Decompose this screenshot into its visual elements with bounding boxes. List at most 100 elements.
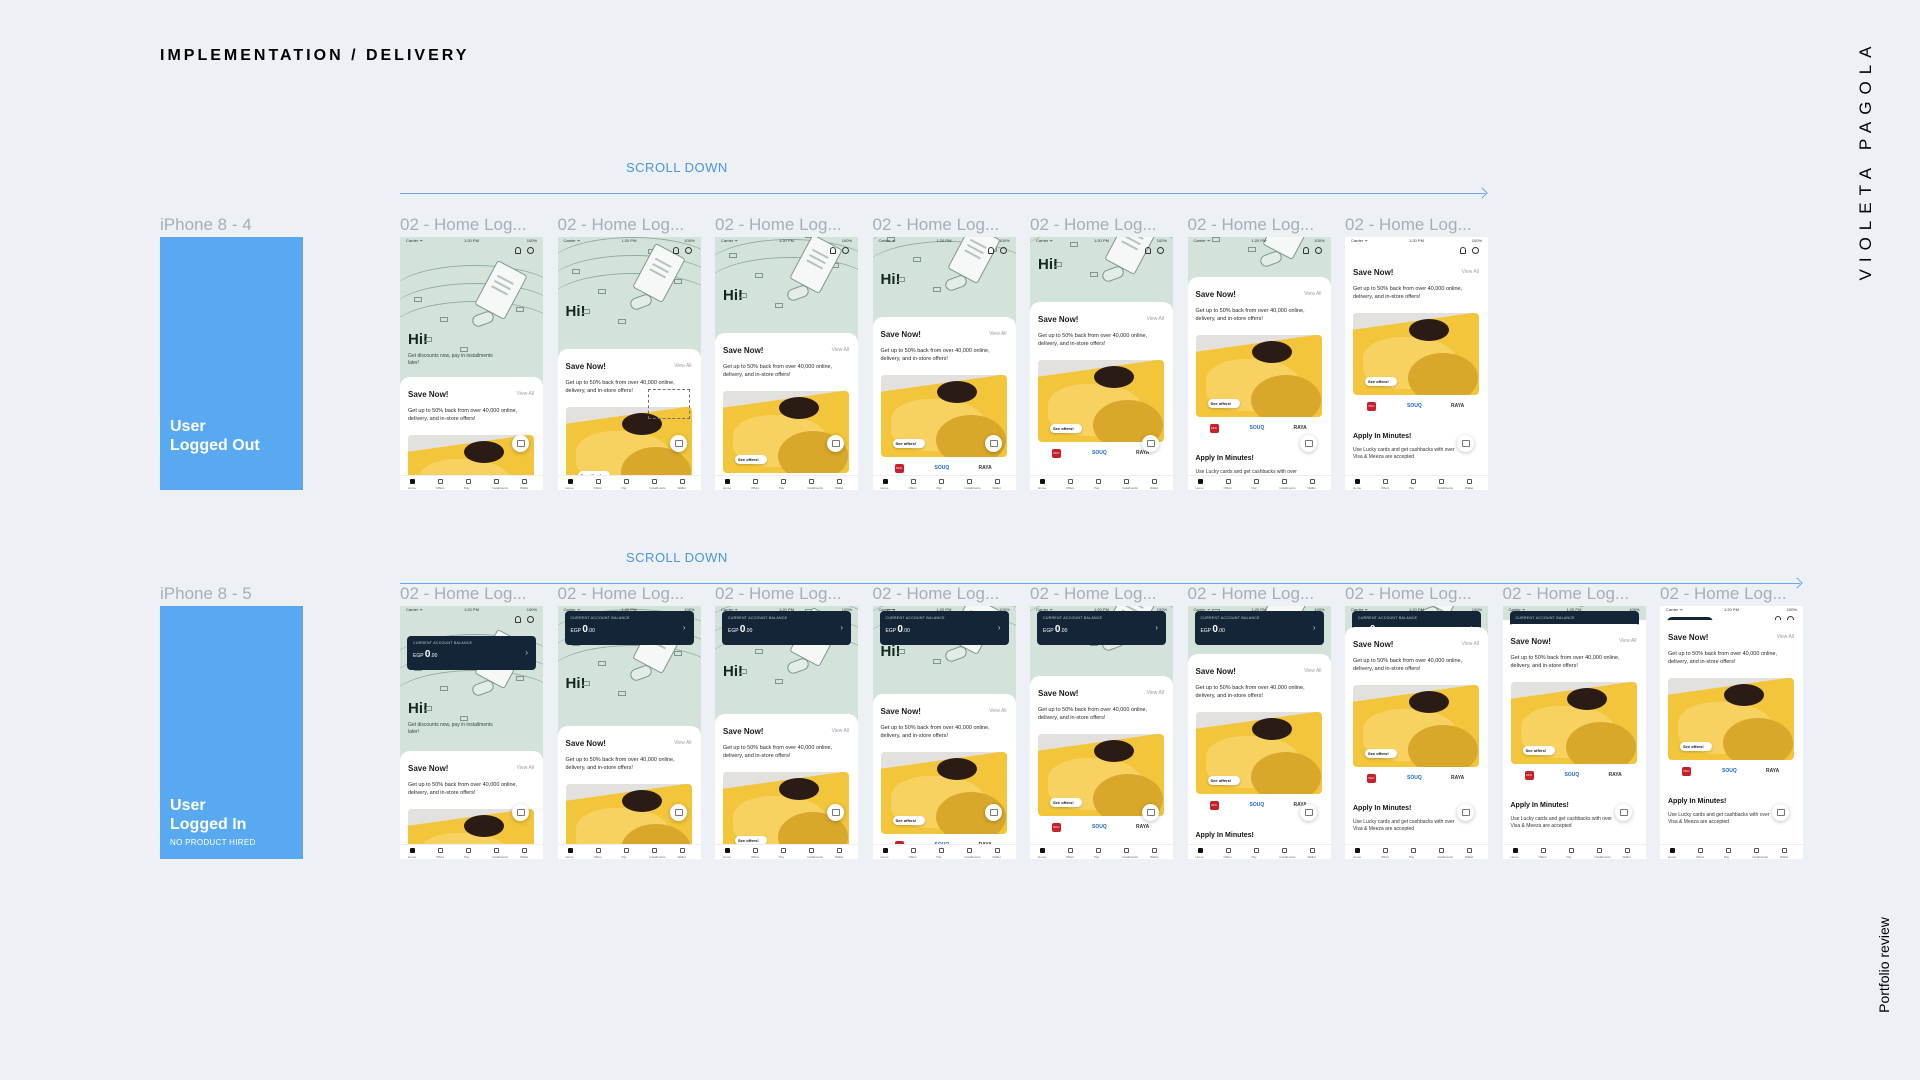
nav-label[interactable]: Offers: [1223, 486, 1232, 490]
bell-icon[interactable]: [1145, 247, 1151, 254]
offers-icon[interactable]: [753, 848, 758, 853]
offers-icon[interactable]: [1698, 848, 1703, 853]
phone-screen[interactable]: Hi! Carrier ᯤ 1:20 PM 100% Save Now! View All…: [557, 237, 701, 490]
chat-icon[interactable]: [1457, 804, 1474, 821]
nav-label[interactable]: Offers: [1381, 486, 1390, 490]
nav-label[interactable]: Home: [880, 855, 889, 859]
offer-photo[interactable]: See offers!: [1353, 313, 1479, 395]
nav-label[interactable]: Pay: [464, 855, 470, 859]
nav-label[interactable]: Pay: [621, 855, 627, 859]
chat-icon[interactable]: [1142, 804, 1159, 821]
view-all-link[interactable]: View All: [516, 391, 534, 397]
nav-label[interactable]: Home: [408, 486, 417, 490]
home-icon[interactable]: [567, 848, 573, 853]
nav-label[interactable]: Offers: [436, 486, 445, 490]
wallet-icon[interactable]: [1467, 479, 1472, 484]
nav-label[interactable]: Offers: [1381, 855, 1390, 859]
pay-icon[interactable]: [1411, 848, 1416, 853]
home-icon[interactable]: [410, 479, 415, 484]
nav-label[interactable]: Pay: [1094, 855, 1100, 859]
view-all-link[interactable]: View All: [516, 765, 534, 771]
installments-icon[interactable]: [966, 479, 972, 484]
bell-icon[interactable]: [515, 247, 521, 254]
chat-icon[interactable]: [1142, 435, 1159, 452]
nav-label[interactable]: Pay: [1094, 486, 1100, 490]
wallet-icon[interactable]: [1309, 848, 1315, 853]
nav-label[interactable]: Wallet: [1307, 855, 1316, 859]
nav-label[interactable]: Installments: [1437, 855, 1454, 859]
view-all-link[interactable]: View All: [1619, 638, 1637, 644]
offers-icon[interactable]: [1383, 479, 1388, 484]
nav-label[interactable]: Offers: [1538, 855, 1547, 859]
see-offers-button[interactable]: See offers!: [1050, 798, 1082, 807]
home-icon[interactable]: [410, 848, 415, 853]
nav-label[interactable]: Installments: [1279, 486, 1296, 490]
home-icon[interactable]: [1670, 848, 1675, 853]
view-all-link[interactable]: View All: [1146, 316, 1164, 322]
offers-icon[interactable]: [595, 848, 601, 853]
pay-icon[interactable]: [1568, 848, 1574, 853]
chat-icon[interactable]: [1457, 435, 1474, 452]
nav-label[interactable]: Home: [1195, 486, 1204, 490]
nav-label[interactable]: Installments: [1122, 855, 1139, 859]
nav-label[interactable]: Wallet: [1622, 855, 1631, 859]
nav-label[interactable]: Home: [1668, 855, 1677, 859]
installments-icon[interactable]: [494, 479, 499, 484]
installments-icon[interactable]: [1439, 848, 1444, 853]
offers-icon[interactable]: [438, 848, 443, 853]
installments-icon[interactable]: [651, 479, 657, 484]
view-all-link[interactable]: View All: [1304, 668, 1322, 674]
pay-icon[interactable]: [938, 479, 944, 484]
nav-label[interactable]: Pay: [1409, 486, 1415, 490]
view-all-link[interactable]: View All: [674, 740, 692, 746]
nav-label[interactable]: Offers: [908, 486, 917, 490]
offers-icon[interactable]: [1068, 848, 1073, 853]
nav-label[interactable]: Home: [723, 855, 732, 859]
bell-icon[interactable]: [1460, 247, 1466, 254]
offer-photo[interactable]: See offers!: [723, 391, 849, 473]
pay-icon[interactable]: [466, 848, 471, 853]
offer-photo[interactable]: See offers!: [1510, 682, 1637, 764]
see-offers-button[interactable]: See offers!: [892, 816, 925, 825]
wallet-icon[interactable]: [994, 848, 1000, 853]
bell-icon[interactable]: [1302, 247, 1309, 254]
nav-label[interactable]: Offers: [751, 486, 760, 490]
offers-icon[interactable]: [1225, 479, 1231, 484]
offers-icon[interactable]: [753, 479, 758, 484]
nav-label[interactable]: Pay: [621, 486, 627, 490]
installments-icon[interactable]: [809, 479, 814, 484]
view-all-link[interactable]: View All: [1461, 269, 1479, 275]
pay-icon[interactable]: [1253, 479, 1259, 484]
offer-photo[interactable]: See offers!: [1353, 685, 1479, 767]
see-offers-button[interactable]: See offers!: [735, 836, 767, 845]
nav-label[interactable]: Pay: [936, 486, 942, 490]
chat-icon[interactable]: [1299, 435, 1317, 452]
home-icon[interactable]: [1355, 479, 1360, 484]
chat-icon[interactable]: [827, 435, 844, 452]
nav-label[interactable]: Pay: [936, 855, 942, 859]
nav-label[interactable]: Wallet: [992, 855, 1001, 859]
offer-photo[interactable]: See offers!: [880, 752, 1007, 834]
offer-photo[interactable]: See offers!: [1195, 335, 1322, 417]
user-icon[interactable]: [527, 616, 534, 623]
account-balance-card[interactable]: CURRENT ACCOUNT BALANCE EGP 0.00 ›: [1037, 611, 1166, 645]
chat-icon[interactable]: [512, 435, 529, 452]
phone-screen[interactable]: Carrier ᯤ 1:20 PM 100% CURRENT ACCOUNT BALA…: [1187, 606, 1331, 859]
user-icon[interactable]: [1314, 247, 1322, 254]
nav-label[interactable]: Wallet: [677, 855, 686, 859]
nav-label[interactable]: Installments: [1279, 855, 1296, 859]
installments-icon[interactable]: [1124, 479, 1129, 484]
nav-label[interactable]: Home: [723, 486, 732, 490]
view-all-link[interactable]: View All: [1776, 634, 1794, 640]
nav-label[interactable]: Pay: [1724, 855, 1730, 859]
chat-icon[interactable]: [1772, 804, 1789, 821]
bell-icon[interactable]: [515, 616, 521, 623]
installments-icon[interactable]: [1124, 848, 1129, 853]
nav-label[interactable]: Wallet: [520, 855, 529, 859]
phone-screen[interactable]: Hi! Carrier ᯤ 1:20 PM 100% Save Now! View All…: [715, 237, 858, 490]
phone-screen[interactable]: Carrier ᯤ 1:20 PM 100% Save Now! View All Get…: [1187, 237, 1331, 490]
offers-icon[interactable]: [1540, 848, 1546, 853]
phone-screen[interactable]: Hi! Carrier ᯤ 1:20 PM 100% Save Now! View All…: [872, 237, 1016, 490]
nav-label[interactable]: Pay: [1251, 855, 1257, 859]
